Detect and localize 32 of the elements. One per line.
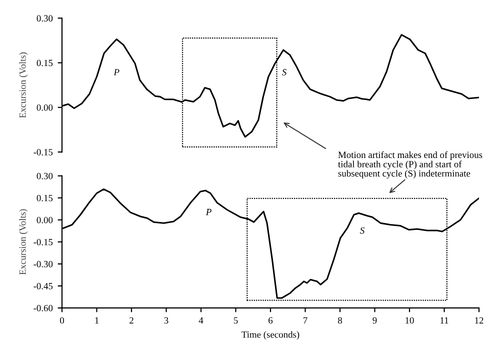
x-tick-label: 12	[475, 317, 484, 324]
x-tick-label: 2	[130, 317, 134, 324]
y-axis-title: Excursion (Volts)	[19, 52, 28, 118]
annotation: P	[206, 208, 212, 216]
x-tick-label: 1	[95, 317, 99, 324]
y-axis-title: Excursion (Volts)	[19, 209, 28, 275]
y-tick-label: 0.15	[36, 60, 53, 66]
annotation: P	[114, 69, 120, 76]
annotation: S	[360, 227, 364, 234]
x-tick-label: 10	[406, 317, 414, 324]
x-tick-label: 3	[164, 317, 168, 324]
annotation: Motion artifact makes end of previous tidal breath cycle (P) and start of subsequent cycle (S) indeterminate	[338, 151, 482, 179]
x-tick-label: 0	[60, 317, 64, 324]
y-tick-label: -0.15	[34, 238, 53, 246]
y-tick-label: 0.00	[36, 104, 53, 111]
x-axis-title: Time (seconds)	[242, 331, 300, 340]
x-tick-label: 6	[268, 317, 273, 324]
y-tick-label: -0.30	[34, 260, 53, 268]
x-tick-label: 4	[198, 317, 204, 324]
y-tick-label: 0.30	[36, 15, 53, 22]
x-tick-label: 7	[304, 317, 308, 324]
x-tick-label: 5	[234, 317, 238, 324]
x-tick-label: 8	[338, 317, 342, 324]
x-tick-label: 11	[440, 317, 448, 324]
annotation: S	[282, 69, 286, 76]
y-tick-label: -0.15	[34, 149, 53, 156]
y-tick-label: -0.45	[34, 282, 53, 290]
x-tick-label: 9	[372, 317, 377, 324]
y-tick-label: -0.60	[34, 304, 53, 312]
y-tick-label: 0.15	[36, 194, 53, 202]
y-tick-label: 0.00	[36, 216, 53, 224]
y-tick-label: 0.30	[36, 172, 53, 180]
